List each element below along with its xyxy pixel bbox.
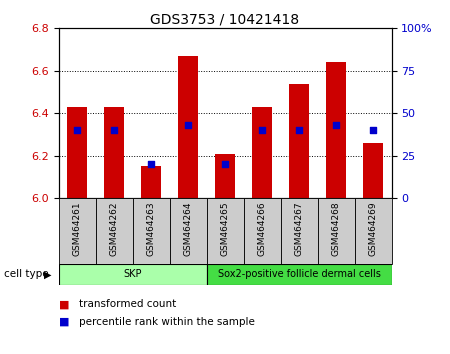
Point [148,161,155,167]
Text: cell type: cell type [4,269,49,279]
Point [295,127,302,133]
Text: GDS3753 / 10421418: GDS3753 / 10421418 [150,12,300,27]
Text: Sox2-positive follicle dermal cells: Sox2-positive follicle dermal cells [217,269,380,279]
Point [369,127,377,133]
Bar [178,56,198,198]
Bar [289,84,309,198]
Text: GSM464263: GSM464263 [147,201,156,256]
Bar [280,198,318,264]
Bar [58,198,95,264]
Bar [355,198,392,264]
Text: GSM464264: GSM464264 [184,201,193,256]
Bar [104,107,124,198]
Bar [207,264,392,285]
Text: GSM464265: GSM464265 [220,201,230,256]
Bar [215,154,235,198]
Bar [170,198,207,264]
Bar [141,166,161,198]
Bar [363,143,383,198]
Bar [132,198,170,264]
Bar [58,264,207,285]
Point [110,127,117,133]
Point [221,161,229,167]
Text: GSM464266: GSM464266 [257,201,266,256]
Bar [67,107,87,198]
Text: transformed count: transformed count [79,299,176,309]
Bar [95,198,132,264]
Text: GSM464268: GSM464268 [332,201,341,256]
Text: SKP: SKP [123,269,142,279]
Text: ▶: ▶ [44,269,51,279]
Bar [243,198,280,264]
Bar [326,62,346,198]
Text: GSM464262: GSM464262 [109,201,118,256]
Text: GSM464261: GSM464261 [72,201,81,256]
Bar [318,198,355,264]
Point [73,127,81,133]
Point [258,127,265,133]
Text: ■: ■ [58,299,69,309]
Bar [207,198,243,264]
Point [333,122,340,128]
Text: percentile rank within the sample: percentile rank within the sample [79,317,255,327]
Text: GSM464269: GSM464269 [369,201,378,256]
Bar [252,107,272,198]
Point [184,122,192,128]
Text: GSM464267: GSM464267 [294,201,303,256]
Text: ■: ■ [58,317,69,327]
